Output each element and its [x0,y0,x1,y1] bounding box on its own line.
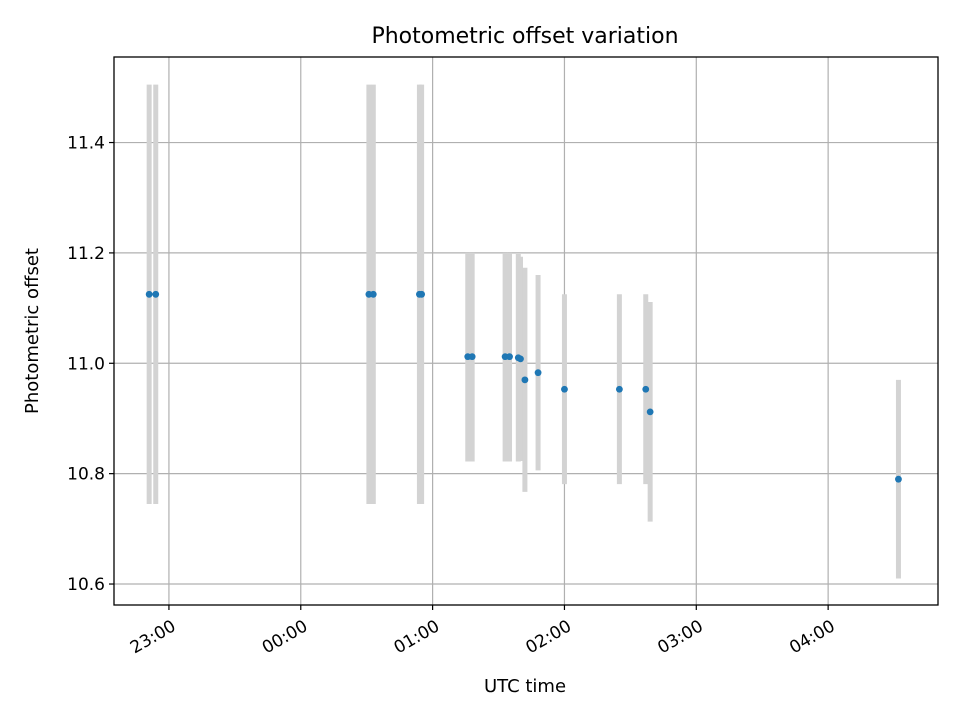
y-tick-label: 11.4 [67,134,105,154]
x-axis-label: UTC time [484,676,566,697]
data-point [646,408,654,416]
data-point [615,385,623,393]
chart-title: Photometric offset variation [371,24,678,49]
data-point [561,385,568,393]
data-points [145,290,902,483]
y-axis-label: Photometric offset [22,248,43,414]
y-tick-label: 11.0 [67,354,105,374]
y-tick-label: 10.6 [67,575,105,595]
plot-frame [113,56,939,606]
y-tick-label: 11.2 [67,244,105,264]
data-point [895,475,902,483]
y-tick-label: 10.8 [67,465,105,485]
data-point [369,290,377,298]
data-point [152,290,160,298]
data-point [534,369,542,377]
data-point [517,355,524,363]
data-point [642,385,650,393]
data-point [506,353,513,361]
y-axis-ticks: 10.6 10.8 11.0 11.2 11.4 [67,134,114,595]
data-point [418,290,426,298]
data-point [145,290,153,298]
data-point [468,353,476,361]
data-point [521,376,529,384]
